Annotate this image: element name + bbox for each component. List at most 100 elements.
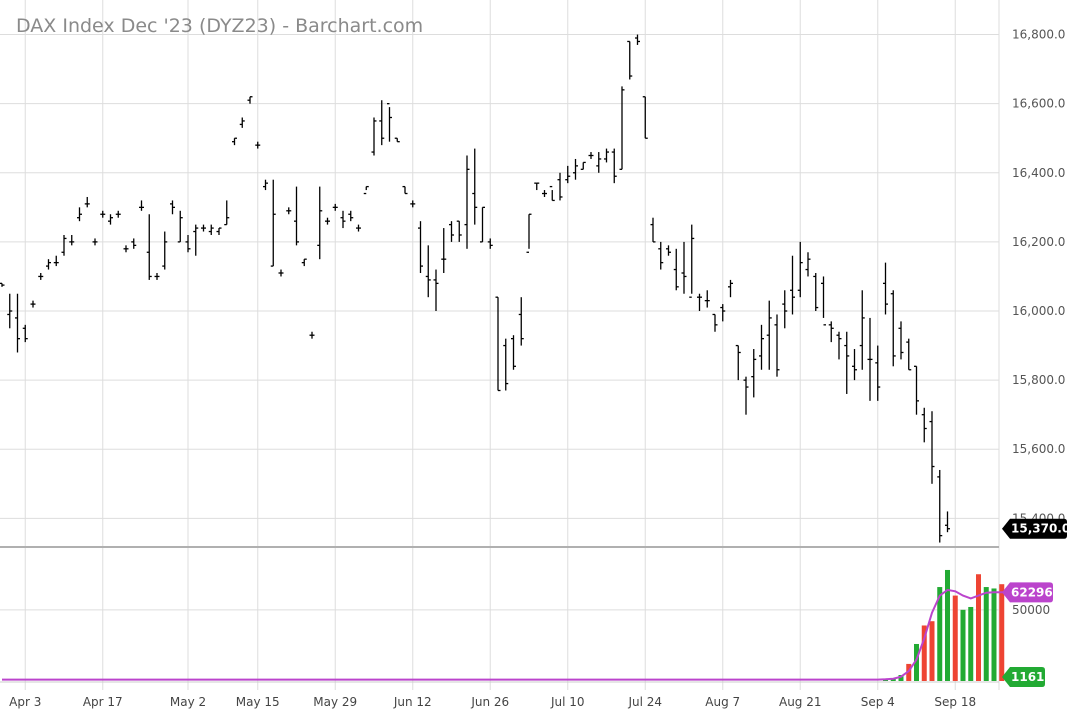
ohlc-bar bbox=[821, 276, 826, 326]
ohlc-bar bbox=[363, 185, 369, 195]
ohlc-bar bbox=[813, 273, 819, 312]
ohlc-bar bbox=[844, 331, 850, 394]
ohlc-bar bbox=[371, 117, 377, 156]
ohlc-bar bbox=[162, 231, 168, 270]
x-tick-label: Aug 7 bbox=[705, 695, 740, 709]
ohlc-bar bbox=[573, 158, 578, 180]
ohlc-bar bbox=[301, 258, 307, 267]
y-tick-label: 16,400.0 bbox=[1012, 166, 1065, 180]
ohlc-bar bbox=[317, 186, 323, 260]
volume-average-label: 62296 bbox=[1011, 585, 1053, 599]
ohlc-bar bbox=[542, 190, 547, 197]
ohlc-bar bbox=[418, 221, 423, 273]
ohlc-bar bbox=[115, 210, 121, 218]
ohlc-bar bbox=[146, 214, 152, 280]
ohlc-bar bbox=[906, 338, 912, 371]
price-axis: 15,400.015,600.015,800.016,000.016,200.0… bbox=[1012, 28, 1065, 526]
chart-title: DAX Index Dec '23 (DYZ23) - Barchart.com bbox=[16, 15, 423, 37]
ohlc-bar bbox=[108, 214, 113, 225]
ohlc-bar bbox=[611, 148, 617, 184]
last-volume-badge: 1161 bbox=[1002, 667, 1045, 687]
ohlc-bar bbox=[100, 210, 106, 218]
ohlc-bar bbox=[216, 227, 222, 235]
y-tick-label: 15,800.0 bbox=[1012, 373, 1065, 387]
ohlc-bar bbox=[619, 86, 625, 170]
ohlc-bar bbox=[681, 241, 687, 294]
x-tick-label: Jul 24 bbox=[627, 695, 662, 709]
ohlc-bar bbox=[828, 321, 834, 343]
ohlc-bar bbox=[503, 338, 509, 391]
price-bars bbox=[0, 34, 950, 543]
ohlc-bar bbox=[456, 220, 462, 242]
ohlc-bar bbox=[139, 200, 144, 211]
ohlc-bar bbox=[557, 172, 563, 201]
ohlc-bar bbox=[929, 411, 935, 484]
x-tick-label: May 2 bbox=[170, 695, 206, 709]
ohlc-bar bbox=[759, 324, 764, 370]
ohlc-bar bbox=[464, 155, 470, 249]
ohlc-bar bbox=[185, 234, 191, 253]
ohlc-bar bbox=[131, 238, 137, 249]
ohlc-bar bbox=[0, 282, 5, 287]
volume-bar bbox=[945, 569, 950, 681]
ohlc-bar bbox=[433, 269, 439, 312]
ohlc-bar bbox=[689, 224, 695, 298]
ohlc-bar bbox=[232, 137, 237, 146]
ohlc-bar bbox=[472, 148, 478, 225]
ohlc-bar bbox=[666, 245, 671, 256]
ohlc-bar bbox=[193, 224, 199, 256]
ohlc-bar bbox=[154, 273, 160, 280]
ohlc-bar bbox=[177, 210, 183, 243]
ohlc-bar bbox=[673, 248, 679, 291]
y-tick-label: 15,600.0 bbox=[1012, 442, 1065, 456]
volume-bar bbox=[952, 595, 958, 681]
x-tick-label: Apr 17 bbox=[83, 695, 123, 709]
ohlc-bar bbox=[697, 293, 702, 312]
ohlc-bar bbox=[797, 241, 803, 298]
ohlc-bar bbox=[449, 221, 454, 242]
ohlc-bar bbox=[867, 317, 873, 401]
ohlc-bar bbox=[712, 313, 718, 332]
ohlc-bar bbox=[69, 234, 75, 246]
ohlc-bar bbox=[852, 349, 857, 381]
volume-bar bbox=[906, 663, 912, 681]
ohlc-bar bbox=[441, 228, 447, 273]
ohlc-bar bbox=[642, 96, 648, 139]
x-tick-label: Aug 21 bbox=[779, 695, 822, 709]
x-tick-label: Apr 3 bbox=[9, 695, 41, 709]
ohlc-bar bbox=[883, 262, 888, 315]
ohlc-bar bbox=[650, 217, 656, 243]
ohlc-bar bbox=[356, 224, 361, 232]
ohlc-bar bbox=[46, 259, 51, 270]
volume-bar bbox=[968, 606, 974, 681]
ohlc-bar bbox=[15, 293, 20, 353]
ohlc-bar bbox=[387, 103, 392, 142]
x-axis: Apr 3 Apr 17 May 2 May 15 May 29 Jun 12 Jun 26… bbox=[9, 695, 976, 709]
ohlc-bar bbox=[518, 297, 524, 346]
ohlc-bar bbox=[914, 365, 919, 415]
ohlc-bar bbox=[588, 152, 594, 159]
ohlc-bar bbox=[278, 269, 284, 277]
last-volume-label: 1161 bbox=[1011, 670, 1044, 684]
volume-bars bbox=[883, 569, 1012, 681]
ohlc-bar bbox=[309, 331, 315, 339]
ohlc-bar bbox=[208, 224, 214, 235]
y-tick-label: 16,200.0 bbox=[1012, 235, 1065, 249]
ohlc-bar bbox=[511, 335, 516, 370]
volume-bar bbox=[983, 587, 989, 681]
ohlc-bar bbox=[596, 152, 602, 173]
ohlc-bar bbox=[480, 206, 485, 243]
ohlc-bar bbox=[379, 100, 385, 146]
x-tick-label: May 15 bbox=[236, 695, 280, 709]
ohlc-bar bbox=[340, 210, 346, 229]
y-tick-label: 16,600.0 bbox=[1012, 97, 1065, 111]
ohlc-bar bbox=[487, 238, 493, 249]
ohlc-bar bbox=[394, 137, 400, 143]
ohlc-bar bbox=[325, 217, 330, 225]
ohlc-bar bbox=[495, 296, 501, 392]
ohlc-bar bbox=[534, 182, 540, 191]
x-tick-label: Sep 18 bbox=[934, 695, 976, 709]
ohlc-bar bbox=[410, 200, 416, 208]
ohlc-bar bbox=[255, 141, 261, 149]
